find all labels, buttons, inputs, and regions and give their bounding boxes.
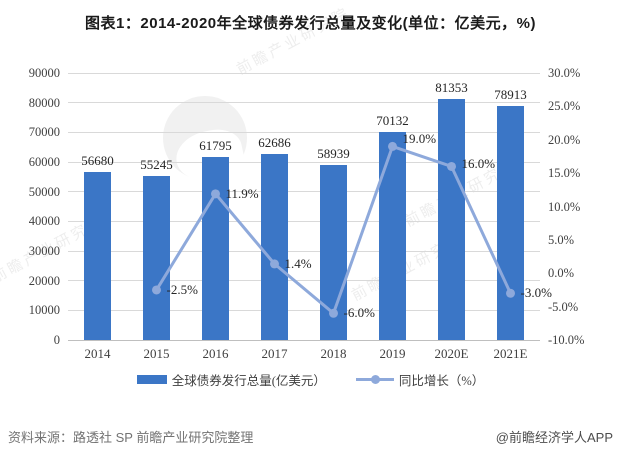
y-axis-tick-left: 70000	[28, 125, 60, 140]
gridline	[68, 280, 540, 282]
line-marker-dot	[370, 375, 380, 384]
growth-value-label-2015: -2.5%	[166, 281, 198, 297]
bar-value-label-2019: 70132	[376, 112, 409, 128]
bar-series-swatch	[136, 375, 167, 384]
gridline	[68, 220, 540, 222]
y-axis-tick-right: 25.0%	[548, 99, 581, 114]
growth-value-label-2019: 19.0%	[402, 131, 437, 147]
bar-2014	[84, 171, 111, 340]
x-axis-label-2020E: 2020E	[434, 346, 469, 361]
line-point	[152, 285, 161, 295]
growth-value-label-2016: 11.9%	[225, 185, 259, 201]
bar-value-label-2020E: 81353	[435, 79, 468, 95]
bar-2015	[143, 176, 170, 340]
line-point	[211, 189, 220, 199]
y-axis-tick-left: 0	[53, 333, 60, 347]
gridline	[68, 161, 540, 163]
bar-2020E	[438, 98, 465, 340]
bar-value-label-2017: 62686	[258, 135, 291, 151]
x-axis-label-2019: 2019	[379, 346, 406, 361]
y-axis-tick-left: 80000	[28, 95, 60, 110]
bar-value-label-2021E: 78913	[494, 86, 527, 102]
legend: 全球债券发行总量(亿美元） 同比增长（%）	[0, 370, 621, 389]
legend-label-line: 同比增长（%）	[398, 374, 485, 388]
gridline	[68, 250, 540, 252]
y-axis-tick-right: -5.0%	[548, 299, 579, 314]
growth-value-label-2021E: -3.0%	[520, 285, 552, 301]
gridline	[68, 309, 540, 311]
bar-value-label-2015: 55245	[140, 157, 173, 173]
footer: 资料来源：路透社 SP 前瞻产业研究院整理 @前瞻经济学人APP	[0, 427, 621, 446]
y-axis-tick-right: 10.0%	[548, 199, 581, 214]
x-axis-label-2018: 2018	[320, 346, 347, 361]
y-axis-tick-right: 30.0%	[548, 66, 581, 80]
x-axis-label-2016: 2016	[202, 346, 229, 361]
source-note: 资料来源：路透社 SP 前瞻产业研究院整理	[8, 430, 254, 445]
x-axis-label-2017: 2017	[261, 346, 288, 361]
x-axis-label-2015: 2015	[143, 346, 170, 361]
bar-value-label-2016: 61795	[199, 137, 232, 153]
gridline	[68, 131, 540, 133]
legend-label-bars: 全球债券发行总量(亿美元）	[171, 374, 326, 388]
y-axis-tick-left: 60000	[28, 155, 60, 169]
y-axis-tick-left: 40000	[28, 214, 60, 229]
bar-value-label-2018: 58939	[317, 146, 350, 162]
bar-value-label-2014: 56680	[81, 152, 114, 168]
bar-2017	[261, 154, 288, 340]
gridline	[68, 102, 540, 104]
x-axis-label-2014: 2014	[84, 346, 111, 361]
line-series-swatch	[355, 375, 394, 384]
chart-title: 图表1：2014-2020年全球债券发行总量及变化(单位：亿美元，%)	[85, 15, 536, 32]
line-point	[447, 161, 456, 171]
legend-item-line: 同比增长（%）	[355, 370, 485, 389]
y-axis-tick-right: 0.0%	[548, 266, 575, 281]
x-axis-label-2021E: 2021E	[493, 346, 528, 361]
line-point	[329, 308, 338, 318]
line-point	[270, 259, 279, 269]
y-axis-tick-left: 30000	[28, 244, 60, 258]
x-axis-line	[68, 340, 540, 341]
legend-item-bars: 全球债券发行总量(亿美元）	[136, 370, 326, 389]
gridline	[68, 72, 540, 74]
y-axis-tick-left: 50000	[28, 184, 60, 199]
y-axis-tick-right: 20.0%	[548, 132, 581, 147]
y-axis-tick-left: 90000	[28, 66, 60, 80]
bar-2019	[379, 131, 406, 340]
line-point	[506, 288, 515, 298]
growth-value-label-2018: -6.0%	[343, 305, 375, 321]
y-axis-tick-right: -10.0%	[548, 333, 585, 347]
y-axis-tick-right: 5.0%	[548, 232, 575, 247]
y-axis-tick-left: 10000	[28, 303, 60, 318]
growth-value-label-2017: 1.4%	[284, 255, 312, 271]
growth-value-label-2020E: 16.0%	[461, 156, 496, 172]
bar-2016	[202, 156, 229, 340]
bar-2021E	[497, 105, 524, 340]
brand-note: @前瞻经济学人APP	[495, 430, 613, 445]
y-axis-tick-right: 15.0%	[548, 166, 581, 181]
y-axis-tick-left: 20000	[28, 273, 60, 288]
line-point	[388, 141, 397, 151]
gridline	[68, 191, 540, 193]
